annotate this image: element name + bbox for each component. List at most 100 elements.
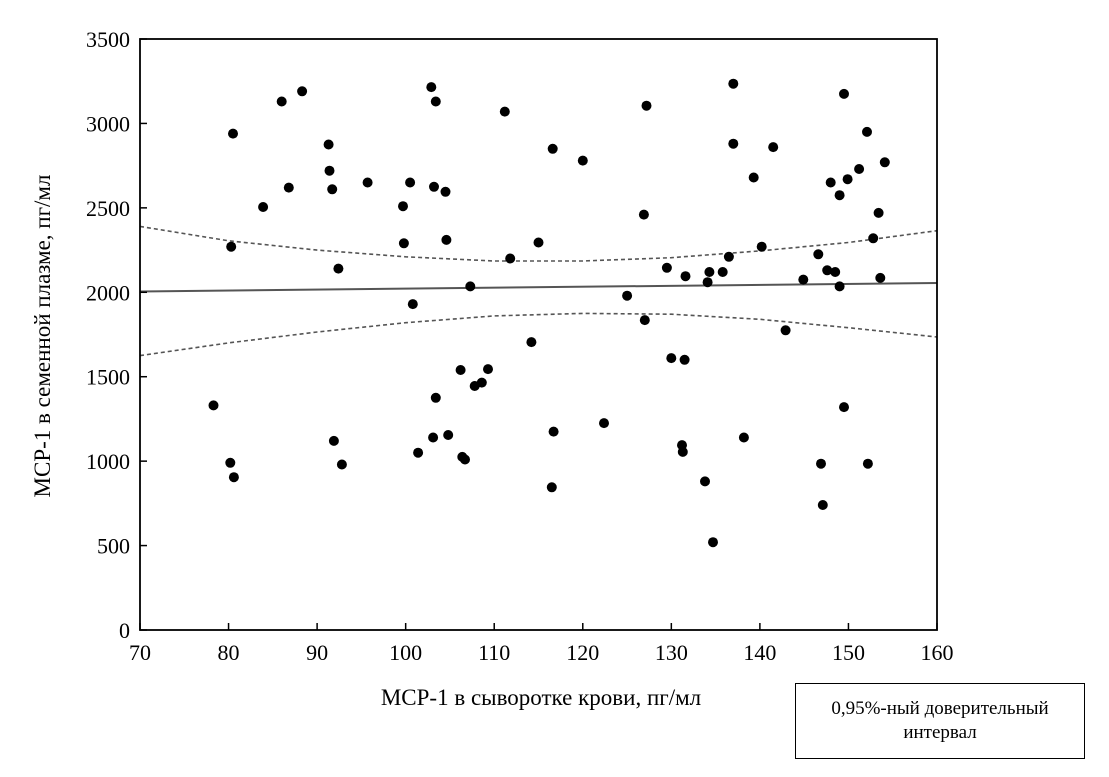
data-point — [708, 537, 718, 548]
x-tick-label: 110 — [478, 640, 510, 665]
data-point — [546, 482, 557, 493]
x-tick-label: 140 — [743, 640, 776, 665]
data-point — [677, 446, 688, 457]
y-tick-label: 1500 — [86, 365, 130, 390]
y-axis: 0 500 1000 1500 2000 2500 3000 3500 — [86, 27, 147, 643]
data-point — [738, 432, 749, 443]
data-point — [825, 177, 836, 188]
data-point — [465, 281, 476, 292]
data-point — [430, 96, 441, 107]
y-tick-label: 1000 — [86, 449, 130, 474]
data-point — [323, 139, 334, 150]
data-point — [407, 299, 418, 310]
legend-box: 0,95%-ный доверительный интервал — [795, 683, 1085, 759]
data-point — [283, 182, 294, 193]
legend-label-line2: интервал — [903, 722, 977, 743]
x-tick-label: 130 — [655, 640, 688, 665]
x-tick-label: 70 — [129, 640, 151, 665]
data-point — [879, 157, 890, 168]
data-point — [862, 126, 872, 137]
data-point — [429, 181, 439, 192]
data-point — [526, 337, 537, 348]
data-point — [702, 277, 713, 288]
data-point — [398, 201, 408, 212]
data-point — [413, 447, 424, 458]
data-point — [768, 142, 779, 153]
data-point — [208, 400, 219, 411]
data-point — [839, 88, 849, 99]
x-tick-label: 120 — [566, 640, 599, 665]
data-point — [830, 267, 841, 277]
data-point — [297, 86, 308, 97]
data-point — [533, 237, 544, 248]
data-point — [577, 155, 588, 166]
data-point — [336, 459, 347, 470]
x-tick-label: 150 — [832, 640, 865, 665]
regression-line — [139, 281, 938, 293]
data-point — [428, 432, 439, 443]
data-point — [228, 472, 239, 483]
data-point — [476, 377, 487, 388]
data-point — [680, 271, 691, 282]
x-axis: 70 80 90 100 110 120 130 140 150 160 — [129, 623, 954, 665]
y-tick-label: 3000 — [86, 111, 130, 136]
data-point — [599, 418, 609, 429]
data-point — [728, 138, 739, 149]
data-point — [723, 251, 734, 262]
data-point — [661, 262, 672, 273]
data-point — [443, 430, 454, 440]
data-point — [455, 365, 466, 375]
data-point — [704, 267, 715, 277]
data-point — [276, 96, 287, 107]
x-axis-title: MCP-1 в сыворотке крови, пг/мл — [381, 685, 701, 710]
plot-frame — [139, 38, 938, 631]
data-point — [327, 184, 338, 195]
data-point — [839, 402, 849, 413]
data-point — [548, 426, 559, 437]
data-point — [700, 476, 710, 487]
ci-upper-line — [139, 225, 938, 262]
data-point — [440, 186, 451, 197]
data-point — [798, 274, 809, 285]
y-tick-label: 2000 — [86, 280, 130, 305]
data-point — [862, 458, 873, 469]
data-point — [728, 78, 739, 89]
data-point — [639, 315, 650, 326]
data-point — [324, 165, 335, 176]
data-point — [547, 143, 558, 154]
data-point — [258, 202, 269, 212]
data-point — [817, 500, 828, 510]
data-point — [333, 263, 344, 274]
data-point — [679, 354, 690, 365]
data-point — [328, 435, 339, 446]
x-tick-label: 80 — [218, 640, 240, 665]
data-point — [834, 281, 845, 292]
data-points — [208, 78, 890, 548]
data-point — [873, 207, 884, 218]
data-point — [816, 458, 826, 469]
data-point — [622, 290, 633, 301]
data-point — [441, 234, 452, 245]
data-point — [756, 241, 767, 252]
confidence-band — [139, 225, 938, 357]
x-tick-label: 90 — [306, 640, 328, 665]
data-point — [430, 392, 441, 403]
data-point — [842, 174, 853, 185]
data-point — [483, 364, 493, 375]
data-point — [748, 172, 759, 183]
data-point — [868, 233, 879, 244]
data-point — [362, 177, 373, 188]
y-tick-label: 0 — [119, 618, 130, 643]
data-point — [226, 241, 237, 252]
data-point — [499, 106, 510, 117]
data-point — [822, 265, 833, 276]
y-tick-label: 3500 — [86, 27, 130, 52]
data-point — [875, 272, 886, 283]
ci-lower-line — [139, 312, 938, 357]
x-tick-label: 160 — [921, 640, 954, 665]
data-point — [641, 100, 652, 111]
data-point — [666, 353, 677, 364]
data-point — [398, 238, 409, 249]
data-point — [813, 249, 824, 260]
